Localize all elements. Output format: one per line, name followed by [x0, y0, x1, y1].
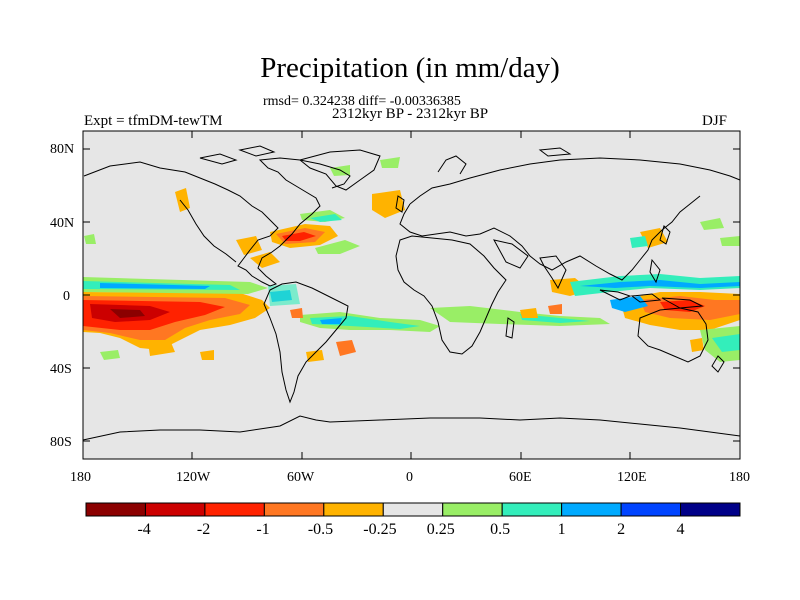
colorbar-swatch [620, 502, 682, 517]
colorbar-swatch [561, 502, 622, 517]
precip-anomaly-fields [83, 157, 740, 362]
colorbar-label: 1 [557, 521, 566, 538]
colorbar-swatch [323, 502, 384, 517]
lon-label-180e: 180 [729, 470, 750, 485]
lat-label-eq: 0 [63, 289, 70, 304]
colorbar-swatch [144, 502, 206, 517]
colorbar-label: 0.25 [426, 521, 455, 538]
lat-ticks [83, 148, 740, 442]
colorbar-swatch [382, 502, 444, 517]
lat-label-40n: 40N [50, 216, 75, 231]
colorbar-swatch [263, 502, 325, 517]
colorbar-swatch [501, 502, 563, 517]
colorbar-swatch [442, 502, 503, 517]
colorbar-label: -0.5 [307, 521, 334, 538]
season-label: DJF [702, 113, 728, 129]
coastlines [82, 145, 741, 441]
experiment-label: Expt = tfmDM-tewTM [84, 113, 223, 129]
colorbar-label: 2 [617, 521, 626, 538]
colorbar-label: 4 [676, 521, 685, 538]
lon-ticks [82, 131, 631, 459]
plot-title: Precipitation (in mm/day) [260, 52, 560, 84]
map-panel [82, 130, 741, 460]
colorbar-swatch [680, 502, 741, 517]
lat-label-80n: 80N [50, 142, 75, 157]
colorbar-label: -1 [256, 521, 270, 538]
lat-label-40s: 40S [50, 362, 72, 377]
colorbar-label: -2 [196, 521, 211, 538]
lon-label-120e: 120E [617, 470, 647, 485]
colorbar-label: 0.5 [490, 521, 511, 538]
period-subtitle: 2312kyr BP - 2312kyr BP [331, 106, 489, 122]
lat-label-80s: 80S [50, 435, 72, 450]
rmsd-diff-stats: rmsd= 0.324238 diff= -0.00336385 [263, 94, 461, 109]
lon-label-60w: 60W [287, 470, 315, 485]
lon-label-180w: 180 [70, 470, 91, 485]
lon-label-0: 0 [406, 470, 413, 485]
colorbar-label: -4 [137, 521, 151, 538]
colorbar-label: -0.25 [363, 521, 397, 538]
colorbar-swatch [204, 502, 265, 517]
lon-label-60e: 60E [509, 470, 532, 485]
colorbar [85, 502, 741, 517]
colorbar-swatch [85, 502, 146, 517]
lon-label-120w: 120W [176, 470, 211, 485]
